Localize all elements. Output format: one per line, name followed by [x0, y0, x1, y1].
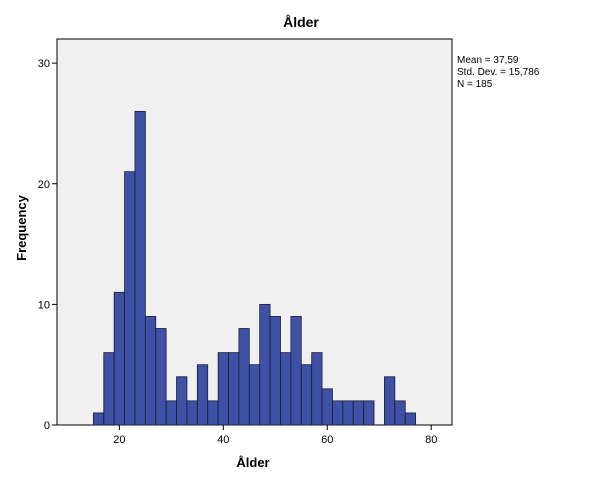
- x-axis-label: Ålder: [236, 455, 269, 470]
- histogram-bar: [144, 316, 157, 426]
- histogram-bar: [363, 400, 375, 426]
- histogram-bar: [290, 316, 302, 426]
- histogram-bar: [124, 171, 136, 426]
- stat-std-dev: Std. Dev. = 15,786: [457, 67, 540, 78]
- histogram-bar: [155, 328, 167, 426]
- histogram-bar: [280, 352, 292, 426]
- histogram-bar: [248, 364, 261, 426]
- y-tick-label: 0: [44, 420, 50, 432]
- histogram-bar: [311, 352, 323, 426]
- histogram-bar: [92, 412, 105, 426]
- histogram-bar: [259, 303, 271, 426]
- histogram-bar: [321, 388, 333, 426]
- histogram-bar: [176, 376, 188, 426]
- histogram-bar: [238, 328, 250, 426]
- axes-group: 0 10 20 30 20 40 60 80: [38, 58, 438, 446]
- histogram-bar: [196, 364, 209, 426]
- histogram-bar: [134, 110, 146, 426]
- y-axis-label: Frequency: [14, 194, 29, 261]
- bars-group: [92, 110, 417, 426]
- histogram-bar: [384, 376, 396, 426]
- histogram-bar: [394, 400, 406, 426]
- chart-title: Ålder: [283, 14, 319, 30]
- histogram-bar: [269, 316, 281, 426]
- histogram-bar: [228, 352, 240, 426]
- histogram-bar: [404, 412, 417, 426]
- x-tick-label: 60: [321, 434, 333, 446]
- histogram-bar: [103, 352, 115, 426]
- stat-mean: Mean = 37,59: [457, 55, 519, 66]
- histogram-bar: [165, 400, 177, 426]
- x-tick-label: 20: [113, 434, 125, 446]
- y-tick-label: 30: [38, 58, 50, 70]
- histogram-bar: [332, 400, 344, 426]
- histogram-bar: [113, 291, 125, 426]
- histogram-bar: [207, 400, 219, 426]
- histogram-bar: [352, 400, 365, 426]
- y-tick-label: 20: [38, 179, 50, 191]
- histogram-bar: [217, 352, 229, 426]
- histogram-bar: [342, 400, 354, 426]
- x-tick-label: 80: [425, 434, 437, 446]
- y-tick-label: 10: [38, 299, 50, 311]
- x-tick-label: 40: [217, 434, 229, 446]
- stat-n: N = 185: [457, 79, 493, 90]
- histogram-bar: [186, 400, 198, 426]
- histogram-bar: [300, 364, 313, 426]
